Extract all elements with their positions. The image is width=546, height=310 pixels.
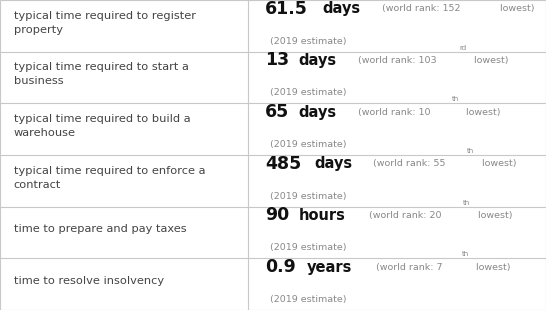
Text: lowest): lowest) [479, 159, 517, 168]
Text: days: days [314, 156, 352, 171]
Text: 90: 90 [265, 206, 289, 224]
Text: lowest): lowest) [475, 211, 512, 220]
Text: (2019 estimate): (2019 estimate) [270, 295, 347, 304]
Text: typical time required to enforce a
contract: typical time required to enforce a contr… [14, 166, 205, 190]
Text: days: days [299, 104, 337, 120]
Text: typical time required to start a
business: typical time required to start a busines… [14, 62, 188, 86]
Text: time to resolve insolvency: time to resolve insolvency [14, 276, 164, 286]
Text: (world rank: 20: (world rank: 20 [369, 211, 442, 220]
Text: lowest): lowest) [473, 263, 511, 272]
Text: th: th [467, 148, 474, 154]
Text: th: th [452, 96, 459, 102]
Text: 65: 65 [265, 103, 289, 121]
Text: typical time required to build a
warehouse: typical time required to build a warehou… [14, 114, 190, 138]
Text: (2019 estimate): (2019 estimate) [270, 140, 347, 149]
Text: 485: 485 [265, 155, 301, 173]
Text: (2019 estimate): (2019 estimate) [270, 88, 347, 98]
Text: (2019 estimate): (2019 estimate) [270, 37, 347, 46]
Text: lowest): lowest) [464, 108, 501, 117]
Text: typical time required to register
property: typical time required to register proper… [14, 11, 195, 35]
Text: (world rank: 7: (world rank: 7 [376, 263, 442, 272]
Text: 13: 13 [265, 51, 289, 69]
Text: (2019 estimate): (2019 estimate) [270, 243, 347, 253]
Text: (2019 estimate): (2019 estimate) [270, 192, 347, 201]
Text: (world rank: 55: (world rank: 55 [373, 159, 446, 168]
Text: days: days [299, 53, 337, 68]
Text: lowest): lowest) [497, 4, 535, 13]
Text: 61.5: 61.5 [265, 0, 308, 18]
Text: (world rank: 10: (world rank: 10 [358, 108, 430, 117]
Text: th: th [462, 200, 470, 206]
Text: (world rank: 103: (world rank: 103 [358, 56, 436, 65]
Text: 0.9: 0.9 [265, 258, 295, 276]
Text: th: th [461, 251, 468, 257]
Text: lowest): lowest) [471, 56, 508, 65]
Text: hours: hours [299, 208, 346, 223]
Text: time to prepare and pay taxes: time to prepare and pay taxes [14, 224, 186, 234]
Text: days: days [323, 1, 361, 16]
Text: years: years [307, 259, 353, 275]
Text: (world rank: 152: (world rank: 152 [382, 4, 460, 13]
Text: rd: rd [459, 45, 466, 51]
